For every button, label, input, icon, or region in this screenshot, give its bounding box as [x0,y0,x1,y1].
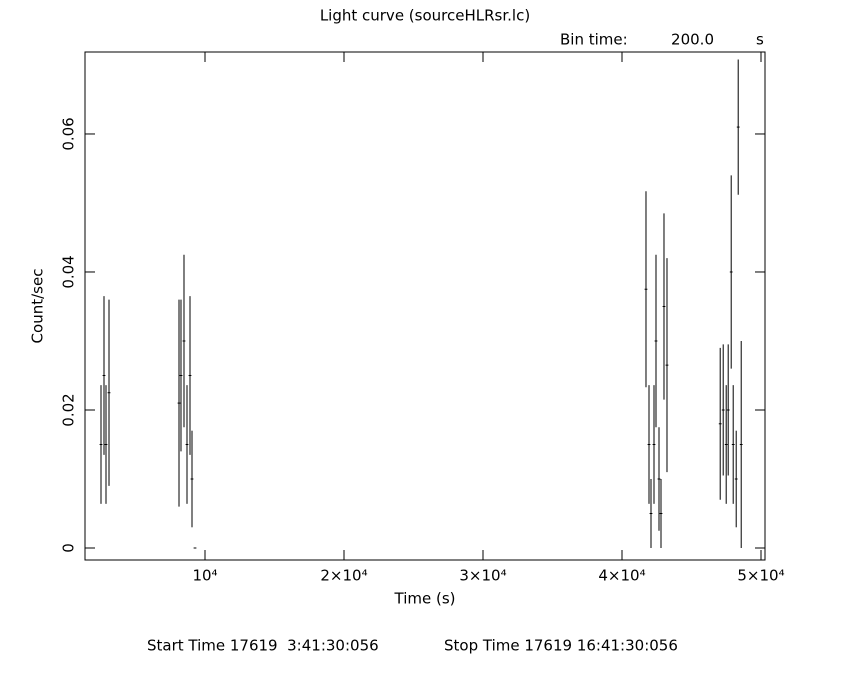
x-tick-label: 5×10⁴ [737,567,784,585]
plot-frame [84,51,766,561]
bin-time-unit: s [756,31,764,49]
x-tick-label: 2×10⁴ [320,567,367,585]
y-tick-label: 0 [60,543,78,553]
x-tick-label: 3×10⁴ [459,567,506,585]
x-tick-label: 10⁴ [192,567,217,585]
y-axis-label: Count/sec [29,269,47,344]
bin-time-value: 200.0 [671,31,714,49]
stop-time: Stop Time 17619 16:41:30:056 [444,637,678,655]
y-tick-label: 0.06 [60,117,78,150]
x-tick-label: 4×10⁴ [598,567,645,585]
chart-title: Light curve (sourceHLRsr.lc) [320,7,530,25]
y-tick-label: 0.04 [60,255,78,288]
y-tick-label: 0.02 [60,393,78,426]
start-time: Start Time 17619 3:41:30:056 [147,637,379,655]
x-axis-label: Time (s) [394,590,456,608]
bin-time-label: Bin time: [560,31,628,49]
